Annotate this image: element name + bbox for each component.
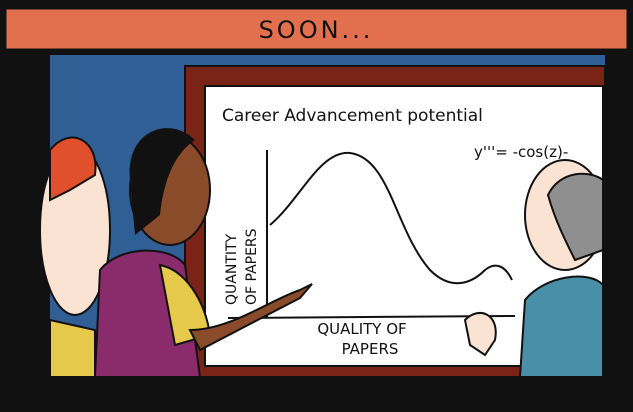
banner-text: SOON... — [259, 16, 374, 44]
x-axis-label: PAPERS — [342, 340, 399, 358]
y-axis-label: OF PAPERS — [244, 228, 260, 305]
x-axis-label: QUALITY OF — [317, 320, 406, 338]
comic-panel: SOON... Career Advancement potential y''… — [0, 0, 633, 412]
board-title: Career Advancement potential — [222, 106, 483, 126]
y-axis-label: QUANTITY — [224, 233, 240, 305]
equation: y'''= -cos(z)- — [474, 143, 568, 161]
